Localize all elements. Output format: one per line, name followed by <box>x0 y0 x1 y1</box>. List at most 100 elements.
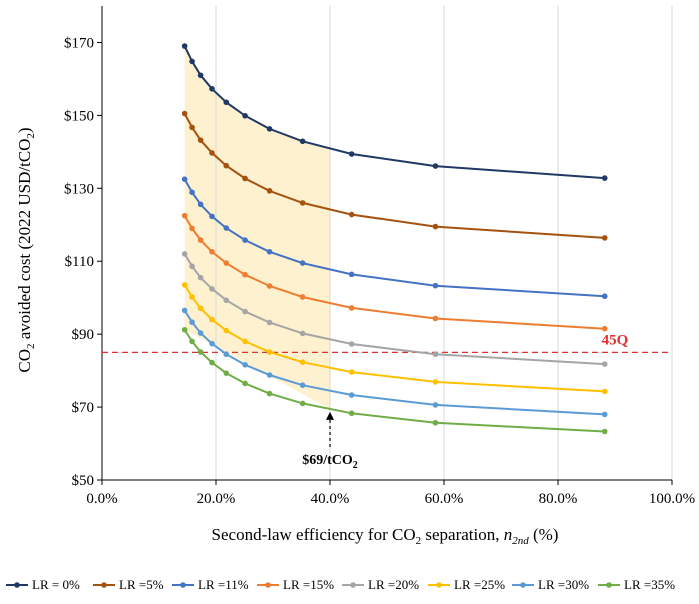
x-axis-title-var-sub: 2nd <box>512 535 529 547</box>
data-point <box>242 237 248 243</box>
x-axis-title: Second-law efficiency for CO2 separation… <box>212 525 559 547</box>
shaded-region-layer <box>184 46 330 480</box>
data-point <box>266 319 273 326</box>
data-point <box>209 213 215 220</box>
data-point <box>601 388 608 395</box>
legend-item: LR =25% <box>428 577 505 592</box>
y-axis-title-sub-b: 2 <box>25 343 37 349</box>
data-point <box>348 271 355 278</box>
x-tick-label: 40.0% <box>311 491 350 507</box>
annotation-label-sub: 2 <box>353 460 358 471</box>
y-tick-label: $70 <box>72 400 95 416</box>
legend-item: LR =35% <box>598 577 675 592</box>
legend-label: LR =35% <box>624 577 675 592</box>
legend-swatch-marker <box>180 582 186 588</box>
data-point <box>223 327 230 334</box>
shaded-region <box>184 46 330 480</box>
x-tick-label: 100.0% <box>649 491 695 507</box>
series-lr-5- <box>181 110 608 241</box>
data-point <box>266 248 273 255</box>
data-point <box>242 308 248 315</box>
legend-item: LR =15% <box>257 577 334 592</box>
data-point <box>432 282 439 289</box>
legend-label: LR =25% <box>454 577 505 592</box>
data-point <box>189 58 195 65</box>
data-point <box>189 319 195 325</box>
data-point <box>242 112 248 119</box>
x-tick-label: 60.0% <box>425 491 464 507</box>
data-point <box>601 325 608 332</box>
legend-label: LR =11% <box>198 577 249 592</box>
data-point <box>209 316 215 323</box>
gridlines <box>215 6 673 480</box>
y-tick-label: $150 <box>64 108 94 124</box>
data-point <box>299 138 306 145</box>
legend-item: LR =20% <box>342 577 419 592</box>
x-axis-title-main: Second-law efficiency for CO <box>212 525 416 544</box>
y-axis-title-part-c: avoided cost (2022 USD/tCO <box>15 139 34 344</box>
data-point <box>197 237 204 243</box>
x-tick-label: 0.0% <box>86 491 117 507</box>
data-point <box>223 297 230 304</box>
legend-item: LR =11% <box>172 577 249 592</box>
data-point <box>242 175 248 182</box>
data-point <box>209 340 215 347</box>
data-point <box>242 380 248 387</box>
data-point <box>181 110 188 117</box>
x-tick-label: 80.0% <box>539 491 578 507</box>
data-point <box>348 341 355 347</box>
legend-label: LR =5% <box>119 577 164 592</box>
data-point <box>197 305 204 312</box>
data-point <box>197 349 204 355</box>
series-lr-30- <box>181 307 608 418</box>
data-point <box>209 359 215 366</box>
data-point <box>266 188 273 194</box>
series-lr-35- <box>181 326 608 435</box>
legend-swatch-marker <box>520 582 526 588</box>
legend-item: LR = 0% <box>6 577 80 592</box>
data-point <box>432 351 439 358</box>
legend-swatch-marker <box>101 582 107 588</box>
series-lr-15- <box>181 212 608 332</box>
annotation-label-main: $69/tCO <box>302 453 353 468</box>
data-point <box>348 369 355 375</box>
y-tick-label: $50 <box>72 473 95 489</box>
data-point <box>209 248 215 255</box>
y-tick-label: $90 <box>72 327 95 343</box>
data-point <box>601 361 608 367</box>
data-point <box>601 428 608 435</box>
data-point <box>348 305 355 311</box>
data-point <box>209 150 215 156</box>
legend-swatch-marker <box>606 582 612 588</box>
y-axis-title-part-e: ) <box>15 127 34 133</box>
data-point <box>181 212 188 219</box>
y-tick-label: $130 <box>64 181 94 197</box>
data-point <box>242 361 248 368</box>
x-axis-title-sub: 2 <box>416 535 422 547</box>
data-point <box>266 349 273 355</box>
data-point <box>189 338 195 345</box>
data-point <box>299 359 306 366</box>
annotation-label: $69/tCO2 <box>302 453 358 471</box>
legend-swatch-marker <box>436 582 442 588</box>
data-point <box>189 294 195 300</box>
legend-label: LR = 0% <box>32 577 80 592</box>
data-point <box>348 211 355 218</box>
data-point <box>223 99 230 106</box>
legend-item: LR =30% <box>512 577 589 592</box>
data-point <box>181 326 188 333</box>
reference-line-layer: 45Q <box>102 332 672 353</box>
data-point <box>197 137 204 143</box>
y-axis-title-sub-d: 2 <box>25 133 37 139</box>
data-point <box>432 315 439 322</box>
series-lr-20- <box>181 251 608 367</box>
data-point <box>181 251 188 257</box>
series-lr-11- <box>181 176 608 300</box>
x-axis-title-var: n <box>504 525 513 544</box>
legend-label: LR =20% <box>368 577 419 592</box>
data-point <box>266 372 273 378</box>
data-point <box>197 274 204 281</box>
data-point <box>181 282 188 288</box>
